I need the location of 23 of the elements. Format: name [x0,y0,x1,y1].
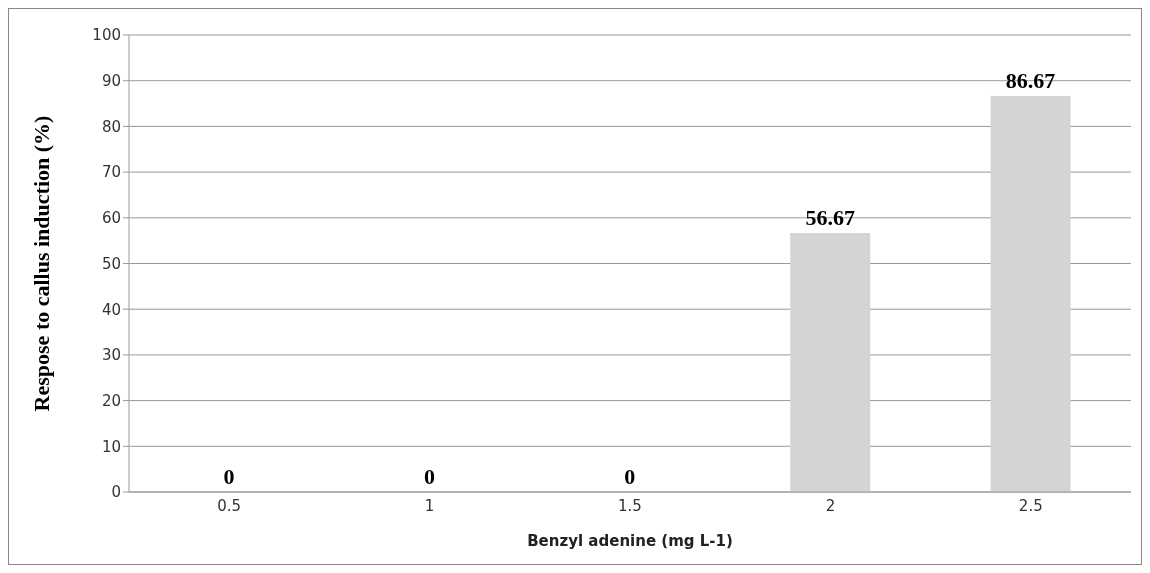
y-tick-label: 40 [101,300,121,319]
x-tick-label: 0.5 [217,496,242,515]
y-tick-label: 80 [101,117,121,136]
x-tick-label: 2 [825,496,836,515]
data-label: 86.67 [1005,67,1056,93]
x-tick-label: 1 [424,496,435,515]
y-tick-label: 10 [101,437,121,456]
y-tick-label: 60 [101,209,121,228]
x-tick-label: 1.5 [618,496,642,515]
x-axis-title: Benzyl adenine (mg L-1) [527,532,733,550]
data-label: 0 [624,464,636,489]
y-tick-label: 20 [101,391,121,410]
y-tick-label: 100 [92,26,121,45]
data-label: 0 [423,464,435,489]
x-tick-label: 2.5 [1018,496,1043,515]
y-axis-title: Respose to callus induction (%) [28,115,54,412]
data-label: 0 [223,464,235,489]
y-tick-label: 70 [101,163,121,182]
y-tick-label: 30 [101,346,121,365]
y-tick-label: 0 [111,483,121,502]
data-label: 56.67 [805,205,855,231]
y-tick-label: 90 [101,72,121,91]
y-tick-label: 50 [101,254,121,273]
